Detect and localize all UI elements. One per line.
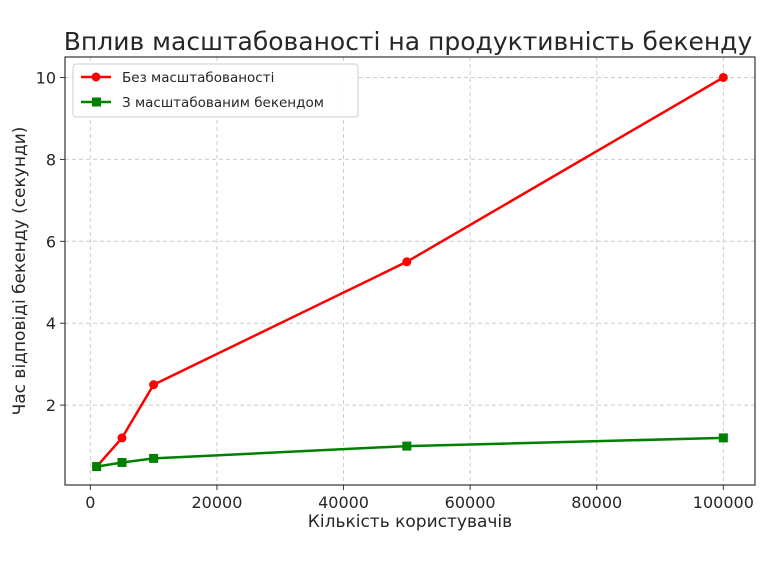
y-tick-label: 10 bbox=[36, 68, 56, 87]
x-axis-label: Кількість користувачів bbox=[308, 512, 512, 532]
x-tick-label: 100000 bbox=[693, 493, 754, 512]
data-point bbox=[149, 380, 159, 390]
x-axis-ticks: 0 20000 40000 60000 80000 100000 bbox=[85, 485, 754, 512]
legend-marker bbox=[92, 97, 101, 107]
series-1 bbox=[92, 72, 728, 472]
data-point bbox=[718, 433, 728, 443]
data-point bbox=[149, 453, 159, 463]
y-tick-label: 2 bbox=[46, 396, 56, 415]
legend: Без масштабованості З масштабованим бекен… bbox=[72, 63, 359, 118]
grid bbox=[65, 57, 755, 485]
legend-entry: З масштабованим бекендом bbox=[81, 95, 324, 111]
data-point bbox=[117, 433, 127, 443]
x-tick-label: 60000 bbox=[445, 493, 496, 512]
x-tick-label: 20000 bbox=[191, 493, 242, 512]
data-point bbox=[718, 72, 728, 82]
plot-frame bbox=[64, 56, 756, 486]
x-tick-label: 40000 bbox=[318, 493, 369, 512]
legend-entry: Без масштабованості bbox=[81, 70, 274, 86]
data-point bbox=[402, 257, 412, 267]
legend-label: Без масштабованості bbox=[122, 70, 274, 86]
legend-label: З масштабованим бекендом bbox=[122, 95, 324, 111]
y-tick-label: 4 bbox=[46, 314, 56, 333]
data-point bbox=[92, 462, 102, 472]
legend-box bbox=[72, 63, 359, 118]
legend-marker bbox=[91, 72, 101, 82]
chart-title: Вплив масштабованості на продуктивність … bbox=[64, 27, 753, 56]
series-layer bbox=[92, 72, 728, 472]
x-tick-label: 80000 bbox=[571, 493, 622, 512]
y-tick-label: 8 bbox=[46, 150, 56, 169]
data-point bbox=[117, 457, 127, 467]
x-tick-label: 0 bbox=[85, 493, 95, 512]
y-tick-label: 6 bbox=[46, 232, 56, 251]
y-axis-label: Час відповіді бекенду (секунди) bbox=[10, 127, 30, 416]
y-axis-ticks: 2 4 6 8 10 bbox=[36, 68, 65, 415]
series-2 bbox=[92, 433, 728, 472]
series-line bbox=[95, 76, 724, 468]
data-point bbox=[402, 441, 412, 451]
